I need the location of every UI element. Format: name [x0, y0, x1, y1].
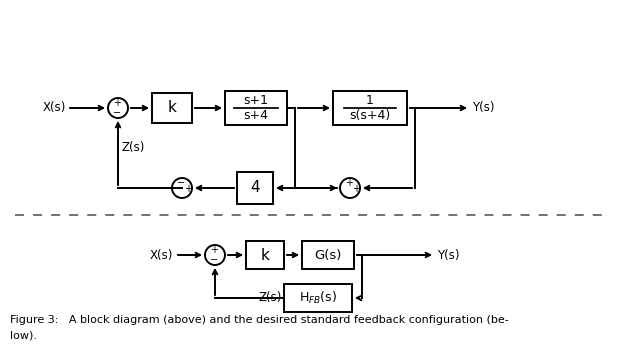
Text: Figure 3:   A block diagram (above) and the desired standard feedback configurat: Figure 3: A block diagram (above) and th… [10, 315, 509, 325]
Circle shape [340, 178, 360, 198]
Circle shape [205, 245, 225, 265]
Text: +: + [345, 178, 353, 188]
Bar [225, 91, 287, 125]
Bar [302, 241, 354, 269]
Text: −: − [113, 108, 121, 118]
Text: k: k [168, 101, 177, 115]
Text: +: + [352, 184, 360, 194]
Text: +: + [210, 245, 218, 255]
Text: 4: 4 [250, 180, 260, 196]
Bar [152, 93, 192, 123]
Text: H$_{FB}$(s): H$_{FB}$(s) [299, 290, 337, 306]
Bar [246, 241, 284, 269]
Text: G(s): G(s) [314, 249, 342, 261]
Text: s+1
s+4: s+1 s+4 [244, 94, 269, 122]
Text: 1
s(s+4): 1 s(s+4) [349, 94, 391, 122]
Text: Y(s): Y(s) [472, 102, 495, 114]
Text: +: + [113, 98, 121, 108]
Circle shape [108, 98, 128, 118]
Text: Z(s): Z(s) [121, 142, 145, 155]
Text: −: − [210, 255, 218, 265]
Text: X(s): X(s) [150, 249, 173, 261]
Bar [237, 172, 273, 204]
Text: −: − [177, 178, 185, 188]
Bar [284, 284, 352, 312]
Text: k: k [260, 248, 269, 262]
Text: +: + [184, 184, 192, 194]
Circle shape [172, 178, 192, 198]
Bar [333, 91, 407, 125]
Text: X(s): X(s) [43, 102, 66, 114]
Text: Z(s): Z(s) [259, 291, 282, 305]
Text: low).: low). [10, 331, 37, 341]
Text: Y(s): Y(s) [437, 249, 459, 261]
